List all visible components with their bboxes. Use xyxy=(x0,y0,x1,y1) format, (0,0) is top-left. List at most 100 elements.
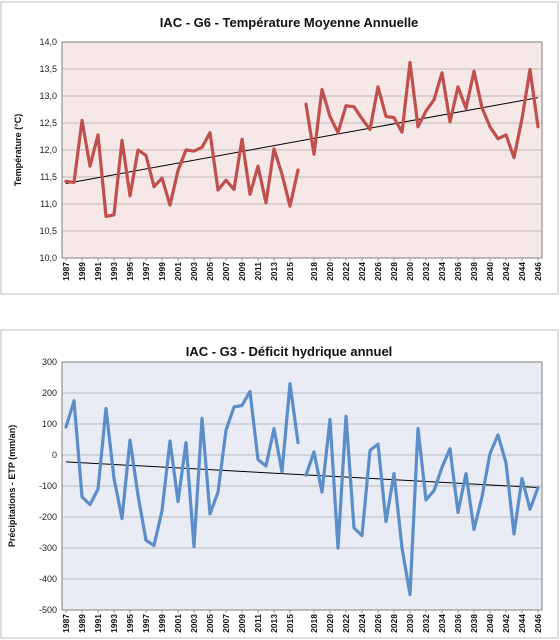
data-point xyxy=(280,470,284,474)
x-tick-label: 2038 xyxy=(469,262,479,281)
x-tick-label: 2005 xyxy=(205,262,215,281)
y-tick-label: 10,0 xyxy=(39,253,57,263)
x-tick-label: 2003 xyxy=(189,262,199,281)
data-point xyxy=(272,147,276,151)
data-point xyxy=(384,115,388,118)
y-tick-label: 12,0 xyxy=(39,145,57,155)
data-point xyxy=(192,149,196,153)
data-point xyxy=(416,125,420,128)
x-tick-label: 2011 xyxy=(253,262,263,281)
data-point xyxy=(440,71,444,75)
x-tick-label: 1997 xyxy=(141,262,151,281)
data-point xyxy=(72,399,76,402)
data-point xyxy=(344,415,348,418)
data-point xyxy=(112,477,116,480)
x-tick-label: 1995 xyxy=(125,262,135,281)
x-tick-label: 1987 xyxy=(61,614,71,633)
data-point xyxy=(424,498,428,502)
y-tick-label: 11,5 xyxy=(40,172,57,182)
data-point xyxy=(512,156,516,159)
data-point xyxy=(80,495,84,499)
x-tick-label: 2040 xyxy=(485,614,495,633)
data-point xyxy=(488,125,492,128)
data-point xyxy=(104,407,108,410)
temperature-y-axis-label: Température (°C) xyxy=(13,114,23,186)
data-point xyxy=(120,517,124,520)
data-point xyxy=(112,213,116,216)
x-tick-label: 2028 xyxy=(389,262,399,281)
data-point xyxy=(408,61,412,64)
x-tick-label: 2024 xyxy=(357,262,367,281)
data-point xyxy=(176,500,180,503)
x-tick-label: 2018 xyxy=(309,262,319,281)
x-tick-label: 2020 xyxy=(325,262,335,281)
x-tick-label: 2032 xyxy=(421,614,431,633)
x-tick-label: 2022 xyxy=(341,614,351,633)
data-point xyxy=(320,88,324,91)
data-point xyxy=(344,104,348,107)
data-point xyxy=(360,534,364,537)
data-point xyxy=(264,201,268,205)
data-point xyxy=(496,137,500,140)
data-point xyxy=(432,98,436,102)
y-tick-label: 13,5 xyxy=(39,64,57,74)
data-point xyxy=(88,503,92,506)
x-tick-label: 2015 xyxy=(285,262,295,281)
data-point xyxy=(104,215,108,218)
data-point xyxy=(376,442,380,446)
data-point xyxy=(304,473,308,477)
y-tick-label: 12,5 xyxy=(39,118,57,128)
y-tick-label: 300 xyxy=(42,357,57,367)
x-tick-label: 2001 xyxy=(173,262,183,281)
data-point xyxy=(464,107,468,110)
x-tick-label: 2015 xyxy=(285,614,295,633)
data-point xyxy=(64,180,68,183)
water-deficit-y-ticks: -500 -400 -300 -200 -100 0 100 200 300 xyxy=(39,357,57,615)
data-point xyxy=(128,438,132,442)
x-tick-label: 2026 xyxy=(373,262,383,281)
data-point xyxy=(152,185,156,188)
data-point xyxy=(176,169,180,172)
data-point xyxy=(72,181,76,184)
x-tick-label: 2003 xyxy=(189,614,199,633)
y-tick-label: 200 xyxy=(42,388,57,398)
x-tick-label: 1993 xyxy=(109,614,119,633)
data-point xyxy=(272,427,276,430)
y-tick-label: 11,0 xyxy=(40,199,57,209)
x-tick-label: 2011 xyxy=(253,614,263,633)
x-tick-label: 2013 xyxy=(269,262,279,281)
y-tick-label: 0 xyxy=(52,450,57,460)
data-point xyxy=(368,449,372,452)
data-point xyxy=(480,495,484,499)
data-point xyxy=(240,404,244,407)
data-point xyxy=(240,138,244,141)
data-point xyxy=(256,458,260,461)
data-point xyxy=(256,165,260,168)
data-point xyxy=(232,405,236,409)
y-tick-label: -200 xyxy=(39,512,57,522)
water-deficit-series xyxy=(64,382,540,597)
x-tick-label: 2020 xyxy=(325,614,335,633)
x-tick-label: 1991 xyxy=(93,262,103,281)
data-point xyxy=(120,139,124,142)
water-deficit-chart-title: IAC - G3 - Déficit hydrique annuel xyxy=(186,344,393,359)
data-point xyxy=(216,188,220,192)
temperature-chart-title: IAC - G6 - Température Moyenne Annuelle xyxy=(160,15,419,30)
data-point xyxy=(328,418,332,421)
data-point xyxy=(472,70,476,73)
data-point xyxy=(512,532,516,536)
data-point xyxy=(448,447,452,450)
data-point xyxy=(336,131,340,134)
data-point xyxy=(312,450,316,454)
data-point xyxy=(424,109,428,113)
x-tick-label: 1997 xyxy=(141,614,151,633)
data-point xyxy=(296,441,300,444)
data-point xyxy=(64,425,68,429)
data-point xyxy=(152,544,156,547)
x-tick-label: 2013 xyxy=(269,614,279,633)
data-point xyxy=(456,511,460,514)
data-point xyxy=(480,106,484,110)
x-tick-label: 2034 xyxy=(437,262,447,281)
water-deficit-x-ticks: 1987 1989 1991 1993 1995 1997 1999 2001 2003 2005… xyxy=(61,610,543,633)
